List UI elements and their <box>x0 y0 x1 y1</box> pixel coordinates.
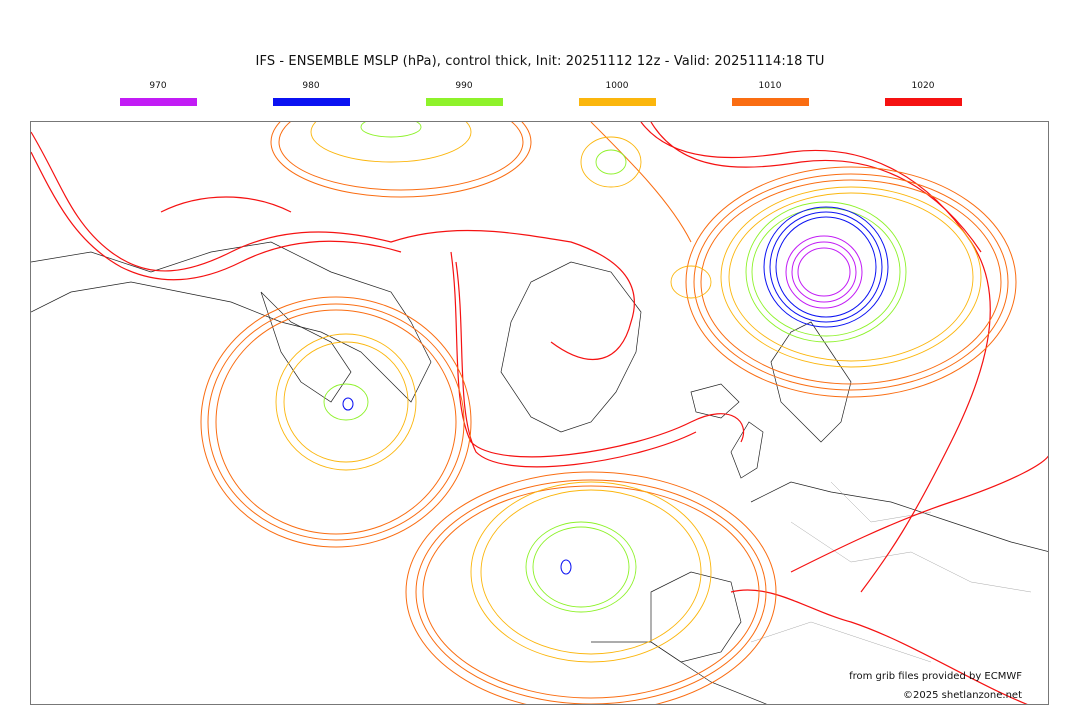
isobar-legend: 970 980 990 1000 1010 1020 <box>0 0 1080 120</box>
coastline-hudson <box>260 291 352 403</box>
chart-title: IFS - ENSEMBLE MSLP (hPa), control thick… <box>255 54 825 69</box>
isobars-1000 <box>275 122 982 663</box>
legend-swatch-1010 <box>731 98 809 106</box>
legend-item-1020: 1020 <box>883 80 963 106</box>
coastlines <box>31 241 1048 704</box>
isobars-980 <box>342 206 889 575</box>
legend-item-970: 970 <box>118 80 198 106</box>
credit-source: from grib files provided by ECMWF <box>849 671 1022 682</box>
legend-label-970: 970 <box>149 81 167 91</box>
isobar-map-canvas <box>31 122 1048 704</box>
legend-label-980: 980 <box>302 81 320 91</box>
coastline-british-isles <box>730 421 764 479</box>
isobars-1010 <box>200 122 1017 704</box>
legend-label-1010: 1010 <box>758 81 782 91</box>
legend-label-1020: 1020 <box>911 81 935 91</box>
coastline-iberia <box>650 571 742 663</box>
credit-copyright: ©2025 shetlanzone.net <box>903 690 1022 701</box>
legend-swatch-980 <box>272 98 350 106</box>
isobars-990 <box>323 122 907 613</box>
coastline-iceland <box>690 383 740 419</box>
legend-swatch-990 <box>425 98 503 106</box>
legend-item-1000: 1000 <box>577 80 657 106</box>
coastline-europe <box>750 481 1048 552</box>
country-borders <box>750 481 1032 663</box>
coastline-greenland <box>500 261 642 433</box>
legend-item-980: 980 <box>271 80 351 106</box>
legend-swatch-970 <box>119 98 197 106</box>
legend-item-990: 990 <box>424 80 504 106</box>
legend-swatch-1000 <box>578 98 656 106</box>
coastline-africa <box>591 641 767 704</box>
legend-label-1000: 1000 <box>605 81 629 91</box>
isobars-970 <box>785 235 863 309</box>
coastline-scandinavia <box>770 321 852 443</box>
legend-label-990: 990 <box>455 81 473 91</box>
legend-swatch-1020 <box>884 98 962 106</box>
isobars-1020 <box>31 122 1048 704</box>
mslp-map: from grib files provided by ECMWF ©2025 … <box>30 121 1049 705</box>
legend-item-1010: 1010 <box>730 80 810 106</box>
coastline-north-america <box>31 241 432 403</box>
